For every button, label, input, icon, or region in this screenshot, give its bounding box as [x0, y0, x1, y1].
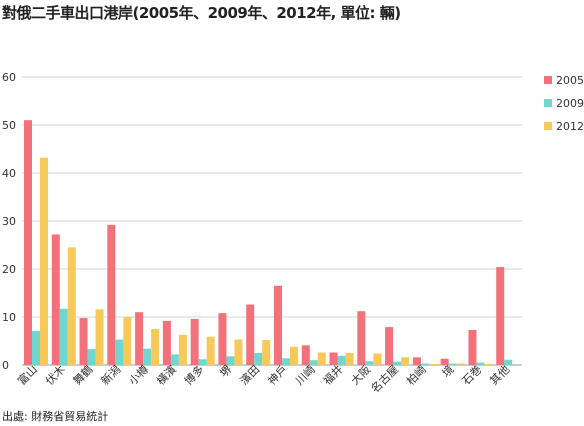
bar-2005: [385, 327, 394, 365]
bar-2012: [317, 352, 326, 365]
bar-2009: [32, 330, 40, 365]
y-tick-label: 40: [2, 167, 16, 180]
bar-2009: [420, 363, 429, 365]
bar-2005: [135, 312, 144, 365]
x-tick-label: 新潟: [98, 362, 123, 387]
bar-2012: [123, 317, 132, 365]
x-tick-label: 濱田: [237, 362, 262, 387]
bar-2005: [162, 320, 171, 365]
x-tick-label: 橫濱: [153, 362, 178, 387]
x-tick-label: 石巻: [460, 363, 485, 388]
y-tick-label: 20: [2, 263, 16, 276]
x-tick-label: 舞鶴: [70, 362, 95, 387]
x-tick-label: 小樽: [126, 362, 151, 387]
bar-2009: [309, 360, 318, 365]
bar-2012: [178, 334, 187, 365]
bar-2005: [218, 313, 227, 365]
bar-2009: [170, 354, 179, 365]
bar-2005: [51, 234, 60, 365]
x-tick-label: 其他: [487, 363, 512, 388]
bar-2005: [79, 317, 88, 365]
bar-2012: [345, 353, 354, 365]
x-tick-label: 伏木: [42, 362, 67, 387]
bar-2009: [226, 356, 235, 365]
y-tick-label: 10: [2, 311, 16, 324]
x-tick-label: 神戶: [265, 362, 290, 387]
y-tick-label: 0: [2, 359, 9, 372]
bar-2012: [151, 329, 160, 365]
legend-label: 2005: [556, 74, 584, 87]
bar-2009: [198, 359, 207, 365]
legend-swatch-2012: [544, 122, 552, 130]
legend-swatch-2005: [544, 76, 552, 84]
bar-2005: [468, 329, 477, 365]
y-tick-label: 60: [2, 71, 16, 84]
bar-2005: [107, 224, 116, 365]
bar-2009: [87, 349, 96, 365]
bar-2009: [115, 339, 124, 365]
x-tick-label: 福井: [320, 362, 345, 387]
x-tick-label: 川崎: [292, 362, 317, 387]
x-tick-label: 名古屋: [368, 362, 401, 395]
y-tick-label: 50: [2, 119, 16, 132]
bar-2012: [428, 364, 437, 365]
bar-2009: [282, 358, 290, 365]
x-tick-label: 大阪: [348, 362, 373, 387]
bar-2009: [448, 363, 457, 365]
bar-2012: [262, 340, 271, 365]
legend-swatch-2009: [544, 99, 552, 107]
bar-2005: [496, 267, 505, 365]
legend-label: 2012: [556, 120, 584, 133]
bar-2012: [401, 357, 410, 365]
bar-2005: [357, 311, 366, 365]
source-note: 出處: 財務省貿易統計: [2, 410, 109, 423]
bar-2012: [290, 346, 298, 365]
chart-title: 對俄二手車出口港岸(2005年、2009年、2012年, 單位: 輛): [2, 4, 401, 22]
bar-2012: [456, 363, 465, 365]
bar-2009: [254, 353, 263, 365]
bar-2009: [337, 355, 346, 365]
bar-2005: [274, 285, 282, 365]
y-tick-label: 30: [2, 215, 16, 228]
bar-2009: [143, 348, 152, 365]
bar-2009: [365, 361, 374, 365]
bar-2012: [373, 353, 382, 365]
bar-2005: [190, 318, 199, 365]
bar-2009: [504, 359, 513, 365]
x-tick-label: 富山: [15, 362, 40, 387]
bar-2009: [59, 308, 68, 365]
bar-2012: [95, 309, 104, 365]
bar-2005: [412, 357, 421, 365]
bar-2012: [40, 157, 48, 365]
bar-2005: [246, 304, 255, 365]
legend-label: 2009: [556, 97, 584, 110]
bar-2005: [24, 120, 32, 365]
bar-2009: [393, 361, 402, 365]
bar-2005: [329, 352, 338, 365]
bar-2005: [301, 345, 310, 365]
bar-2012: [67, 247, 76, 365]
x-tick-label: 博多: [181, 362, 206, 387]
bar-2005: [440, 358, 449, 365]
bar-2012: [234, 339, 243, 365]
bar-2009: [476, 362, 485, 365]
x-tick-label: 柏崎: [403, 362, 428, 387]
bar-2012: [484, 364, 493, 365]
bar-2012: [206, 336, 215, 365]
